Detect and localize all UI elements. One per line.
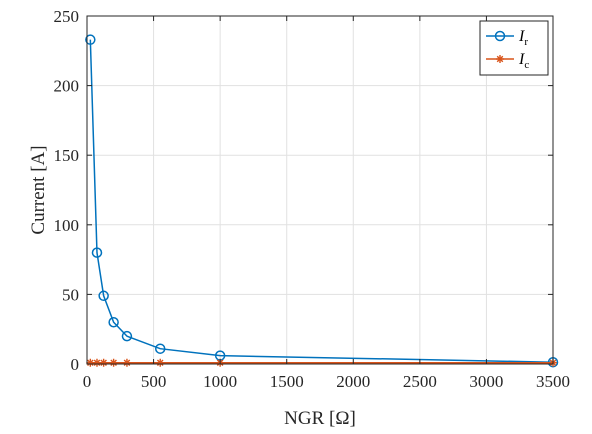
y-tick-labels: 0 50 100 150 200 250 xyxy=(54,7,80,374)
plot-area-frame xyxy=(86,15,554,365)
x-tick-label: 1500 xyxy=(270,372,304,391)
asterisk-stroke xyxy=(110,359,117,367)
y-tick-label: 150 xyxy=(54,146,80,165)
legend-label: Ic xyxy=(518,51,529,71)
legend-item: Ic xyxy=(486,51,529,71)
x-tick-label: 1000 xyxy=(203,372,237,391)
y-tick-label: 0 xyxy=(71,355,80,374)
legend-label: Ir xyxy=(518,28,528,48)
series-i-c xyxy=(86,358,557,367)
legend-label-main: I xyxy=(518,28,525,45)
y-tick-label: 250 xyxy=(54,7,80,26)
data-point xyxy=(91,247,103,258)
asterisk-stroke xyxy=(93,359,101,367)
x-tick-label: 2000 xyxy=(336,372,370,391)
data-point xyxy=(109,358,118,367)
x-tick-label: 3500 xyxy=(536,372,570,391)
legend-label-main: I xyxy=(518,51,525,68)
y-tick-label: 100 xyxy=(54,216,80,235)
series-line xyxy=(89,39,554,363)
legend-label-subscript: r xyxy=(524,36,528,48)
data-point xyxy=(92,358,101,367)
asterisk-stroke xyxy=(87,359,94,367)
data-point xyxy=(156,358,165,367)
legend-marker xyxy=(496,55,504,63)
asterisk-stroke xyxy=(123,359,131,367)
data-point xyxy=(98,290,109,302)
x-tick-label: 500 xyxy=(141,372,167,391)
data-point xyxy=(85,34,96,45)
data-point xyxy=(99,358,108,367)
x-tick-labels: 0 500 1000 1500 2000 2500 3000 3500 xyxy=(83,372,570,391)
asterisk-stroke xyxy=(100,359,107,367)
data-point xyxy=(121,330,133,342)
axis-ticks xyxy=(86,15,554,365)
data-point xyxy=(108,316,119,328)
x-tick-label: 0 xyxy=(83,372,92,391)
legend-marker xyxy=(494,30,506,42)
x-axis-title: NGR [Ω] xyxy=(284,408,356,429)
x-tick-label: 2500 xyxy=(403,372,437,391)
data-point xyxy=(154,343,166,354)
y-tick-label: 200 xyxy=(54,77,80,96)
data-point xyxy=(122,358,131,367)
x-tick-label: 3000 xyxy=(469,372,503,391)
y-axis-title: Current [A] xyxy=(28,145,49,234)
legend-label-subscript: c xyxy=(524,59,529,71)
asterisk-stroke xyxy=(156,359,164,367)
asterisk-stroke xyxy=(496,55,504,63)
legend-box xyxy=(479,20,549,76)
series-layer xyxy=(85,34,559,368)
y-tick-label: 50 xyxy=(62,285,79,304)
legend-item: Ir xyxy=(486,28,528,48)
